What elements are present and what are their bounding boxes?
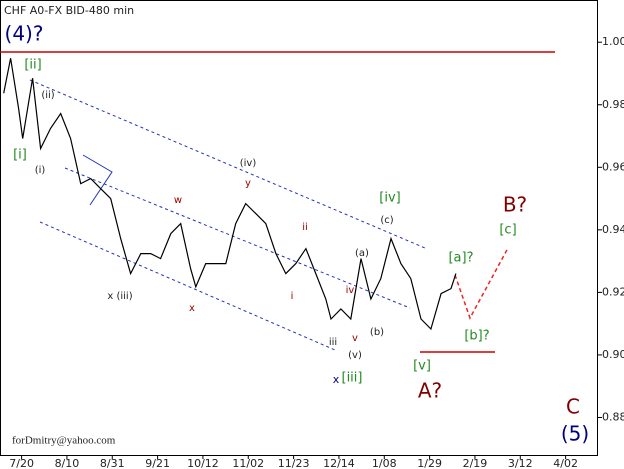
wave-label: x [189,303,195,314]
wave-label: x (iii) [107,291,132,302]
price-line [3,58,457,331]
x-tick-label: 11/23 [278,457,310,469]
x-tick-label: 11/02 [232,457,264,469]
y-tick-label: 0.92 [602,285,624,298]
footer: forDmitry@yahoo.com [12,435,116,447]
wave-label: (b) [370,327,384,338]
wave-label: [iii] [342,371,363,386]
wave-label: (i) [35,165,46,176]
x-tick-label: 8/31 [100,457,125,469]
wave-label: [iv] [379,191,400,206]
wave-label: v [352,333,358,344]
wave-label: (4)? [5,22,44,46]
wave-label: [i] [13,148,27,163]
plot-frame [0,0,598,456]
x-tick-label: 4/02 [553,457,578,469]
x-tick-label: 10/12 [187,457,219,469]
wave-label: (5) [561,422,589,446]
wave-label: iv [346,285,355,296]
x-tick-label: 3/12 [508,457,533,469]
y-tick-label: 0.98 [602,98,624,111]
wave-label: y [245,178,251,189]
wave-label: A? [418,379,442,403]
wedge [82,154,113,206]
x-tick-label: 9/21 [145,457,170,469]
y-tick-label: 0.96 [602,160,624,173]
x-tick-label: 2/19 [463,457,488,469]
wave-label: (c) [380,215,393,226]
wave-label: [a]? [448,251,473,266]
x-tick-label: 12/14 [323,457,355,469]
wave-label: [c] [499,223,516,238]
wave-label: [ii] [24,58,41,73]
x-tick-label: 7/20 [9,457,34,469]
x-tick-label: 1/29 [417,457,442,469]
wave-label: (iv) [240,158,257,169]
channel [29,79,426,351]
y-tick-label: 0.88 [602,410,624,423]
wave-label: [b]? [464,329,489,344]
wave-label: x [333,373,340,386]
wave-label: (a) [355,248,369,259]
wave-label: C [566,395,580,419]
chart-title: CHF A0-FX BID-480 min [4,4,134,17]
y-tick-label: 1.00 [602,35,624,48]
wave-label: w [174,195,182,206]
wave-label: iii [329,337,337,348]
wave-label: B? [503,193,527,217]
channel-middle [64,167,411,309]
wave-label: [v] [413,359,431,374]
x-tick-label: 1/08 [372,457,397,469]
x-tick-label: 8/10 [55,457,80,469]
y-tick-label: 0.90 [602,348,624,361]
y-tick-label: 0.94 [602,223,624,236]
wave-label: (v) [348,350,362,361]
wave-label: i [291,291,294,302]
forecast-path [454,247,509,320]
wave-label: ii [302,222,308,233]
wave-label: (ii) [41,90,54,101]
